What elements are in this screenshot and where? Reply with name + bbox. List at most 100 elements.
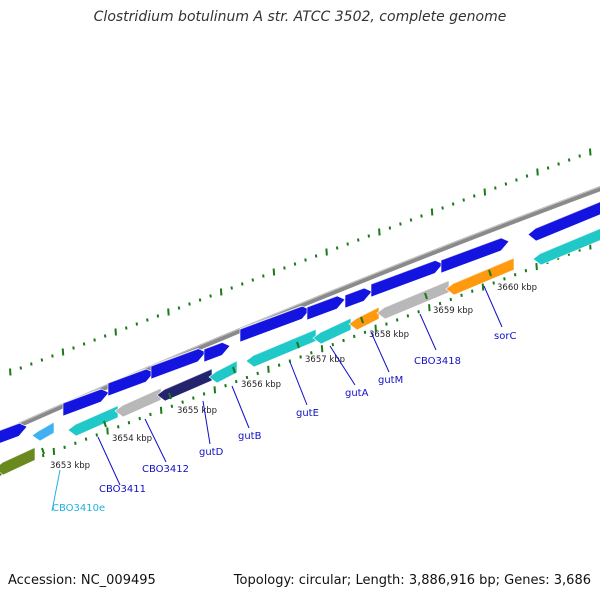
scale-ticks: 3653 kbp 3654 kbp 3655 kbp 3656 kbp 3657 kbp… (41, 269, 537, 471)
inner-tick (117, 425, 120, 429)
reverse-strand-genes (0, 227, 600, 476)
scale-tick-mark (103, 420, 107, 428)
gene-label: gutE (296, 408, 319, 419)
inner-tick (417, 310, 420, 314)
inner-tick (63, 445, 66, 450)
inner-tick (267, 365, 270, 373)
gene-callouts: CBO3410e CBO3411 CBO3412 gutD gutB gutE gutA gu… (51, 285, 516, 514)
outer-tick (409, 218, 413, 222)
gene-reverse-shine (2, 446, 36, 463)
outer-tick (262, 274, 265, 278)
gene-forward (239, 305, 311, 343)
inner-tick (428, 304, 431, 312)
outer-tick (219, 288, 223, 296)
inner-tick (74, 441, 77, 445)
inner-tick (202, 392, 206, 396)
inner-tick (245, 375, 249, 380)
gene-reverse (245, 328, 317, 368)
outer-tick (578, 154, 581, 158)
outer-tick (198, 298, 202, 302)
gene-forward-shine (107, 368, 147, 384)
scale-tick-mark (296, 341, 300, 349)
inner-tick (471, 289, 474, 293)
outer-tick (536, 168, 539, 176)
gene-reverse (114, 387, 162, 418)
outer-tick (420, 214, 423, 218)
outer-tick (93, 338, 96, 342)
outer-tick (388, 226, 392, 230)
outer-tick (304, 258, 307, 262)
gene-forward (0, 422, 28, 444)
gene-forward-shine (306, 295, 338, 308)
gene-reverse-shine (216, 359, 238, 372)
outer-tick (251, 278, 255, 282)
callout-line (144, 418, 167, 463)
inner-tick (492, 281, 495, 285)
gene-reverse (0, 446, 36, 476)
gene-forward-shine (62, 388, 102, 404)
gene-reverse (348, 306, 380, 331)
forward-strand-genes (0, 200, 600, 444)
inner-tick (192, 396, 195, 400)
inner-tick-dots (0, 242, 592, 476)
gene-reverse (208, 360, 238, 384)
gene-label: sorC (494, 331, 516, 342)
outer-tick (441, 206, 444, 210)
scale-tick-mark (360, 316, 364, 324)
gene-reverse-shine (320, 317, 352, 333)
scale-tick-label: 3655 kbp (177, 406, 217, 416)
gene-reverse-shine (164, 367, 213, 390)
gene-label: CBO3410e (52, 503, 105, 514)
inner-tick (524, 268, 528, 273)
outer-tick (30, 362, 33, 366)
inner-tick (449, 297, 453, 302)
inner-tick (320, 345, 324, 353)
outer-tick (283, 266, 286, 270)
inner-tick (170, 404, 174, 408)
outer-tick (525, 174, 529, 178)
gene-forward (203, 342, 231, 363)
inner-tick (513, 273, 517, 277)
outer-tick (61, 348, 65, 356)
outer-tick (40, 358, 44, 362)
gene-forward (62, 388, 110, 417)
callout-line (419, 313, 437, 351)
gene-reverse (532, 228, 600, 266)
gene-reverse (445, 257, 515, 296)
topology-value: circular (298, 573, 347, 588)
gene-forward-shine (440, 237, 502, 261)
outer-tick (125, 326, 128, 330)
gene-forward-shine (239, 305, 303, 330)
gene-reverse (67, 405, 119, 437)
outer-tick (515, 178, 518, 182)
outer-tick (314, 254, 318, 258)
outer-tick (114, 328, 117, 336)
scale-tick-label: 3660 kbp (497, 283, 537, 293)
inner-tick (374, 324, 377, 332)
outer-tick (241, 282, 244, 286)
inner-tick (535, 262, 538, 271)
inner-tick (84, 437, 88, 441)
outer-tick (451, 202, 455, 206)
outer-tick (293, 262, 297, 266)
inner-tick (149, 412, 152, 417)
scale-tick-label: 3659 kbp (433, 306, 473, 316)
gene-forward-shine (370, 259, 436, 285)
inner-tick (353, 334, 356, 339)
outer-tick (430, 208, 434, 216)
scale-tick-label: 3654 kbp (112, 434, 152, 444)
callout-line (202, 400, 211, 445)
inner-tick (385, 322, 388, 326)
outer-tick (546, 166, 550, 170)
scale-tick-label: 3656 kbp (241, 380, 281, 390)
outer-tick (335, 246, 339, 250)
gene-forward-shine (0, 422, 20, 431)
inner-tick (277, 363, 281, 367)
gene-reverse (156, 368, 213, 402)
genes-value: 3,686 (553, 573, 591, 588)
outer-tick (367, 234, 371, 238)
outer-tick (82, 342, 86, 346)
outer-tick (589, 148, 592, 156)
inner-tick (310, 351, 313, 355)
outer-tick (19, 366, 23, 370)
